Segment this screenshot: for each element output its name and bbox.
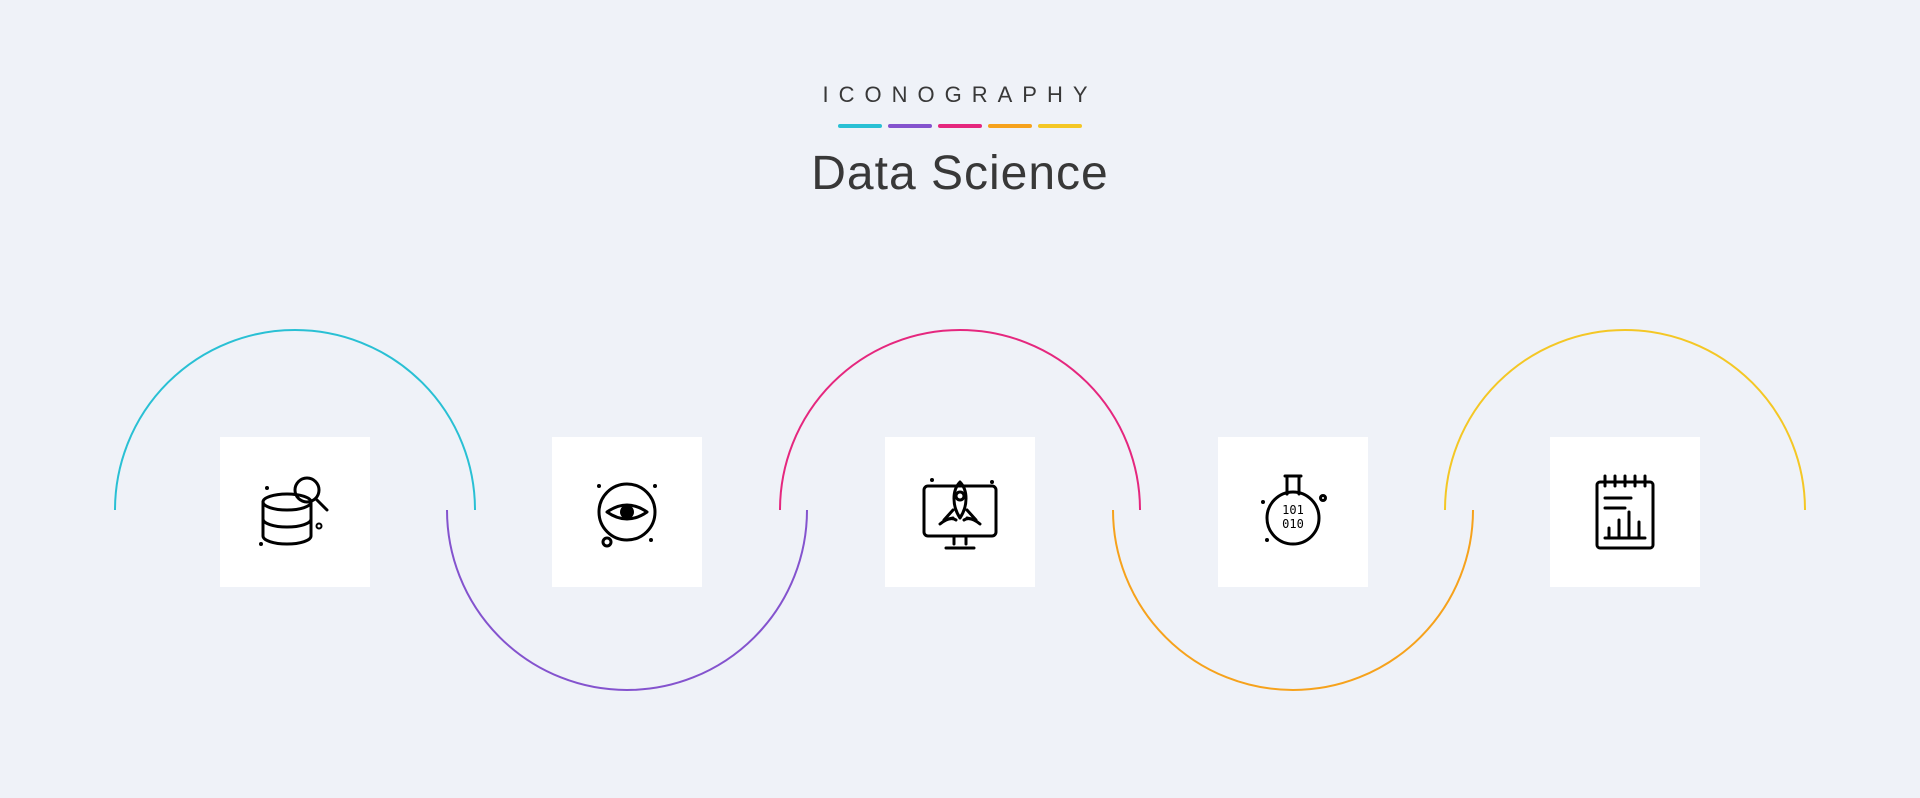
icon-box-4: 101 010 bbox=[1218, 437, 1368, 587]
infographic-canvas: ICONOGRAPHY Data Science bbox=[0, 0, 1920, 798]
icon-wave-stage: 101 010 bbox=[0, 280, 1920, 740]
icon-box-2 bbox=[552, 437, 702, 587]
notepad-chart-icon bbox=[1575, 462, 1675, 562]
database-search-icon bbox=[245, 462, 345, 562]
divider-bar-4 bbox=[988, 124, 1032, 128]
page-title: Data Science bbox=[660, 146, 1260, 201]
svg-text:101: 101 bbox=[1282, 503, 1304, 517]
divider-bar-3 bbox=[938, 124, 982, 128]
divider-bar-2 bbox=[888, 124, 932, 128]
divider-bar-1 bbox=[838, 124, 882, 128]
divider-bar-5 bbox=[1038, 124, 1082, 128]
icon-box-1 bbox=[220, 437, 370, 587]
flask-binary-icon: 101 010 bbox=[1243, 462, 1343, 562]
header: ICONOGRAPHY Data Science bbox=[660, 82, 1260, 201]
divider-bars bbox=[660, 124, 1260, 128]
brand-label: ICONOGRAPHY bbox=[660, 82, 1260, 108]
icon-box-3 bbox=[885, 437, 1035, 587]
svg-text:010: 010 bbox=[1282, 517, 1304, 531]
icon-box-5 bbox=[1550, 437, 1700, 587]
eye-observe-icon bbox=[577, 462, 677, 562]
monitor-rocket-launch-icon bbox=[910, 462, 1010, 562]
